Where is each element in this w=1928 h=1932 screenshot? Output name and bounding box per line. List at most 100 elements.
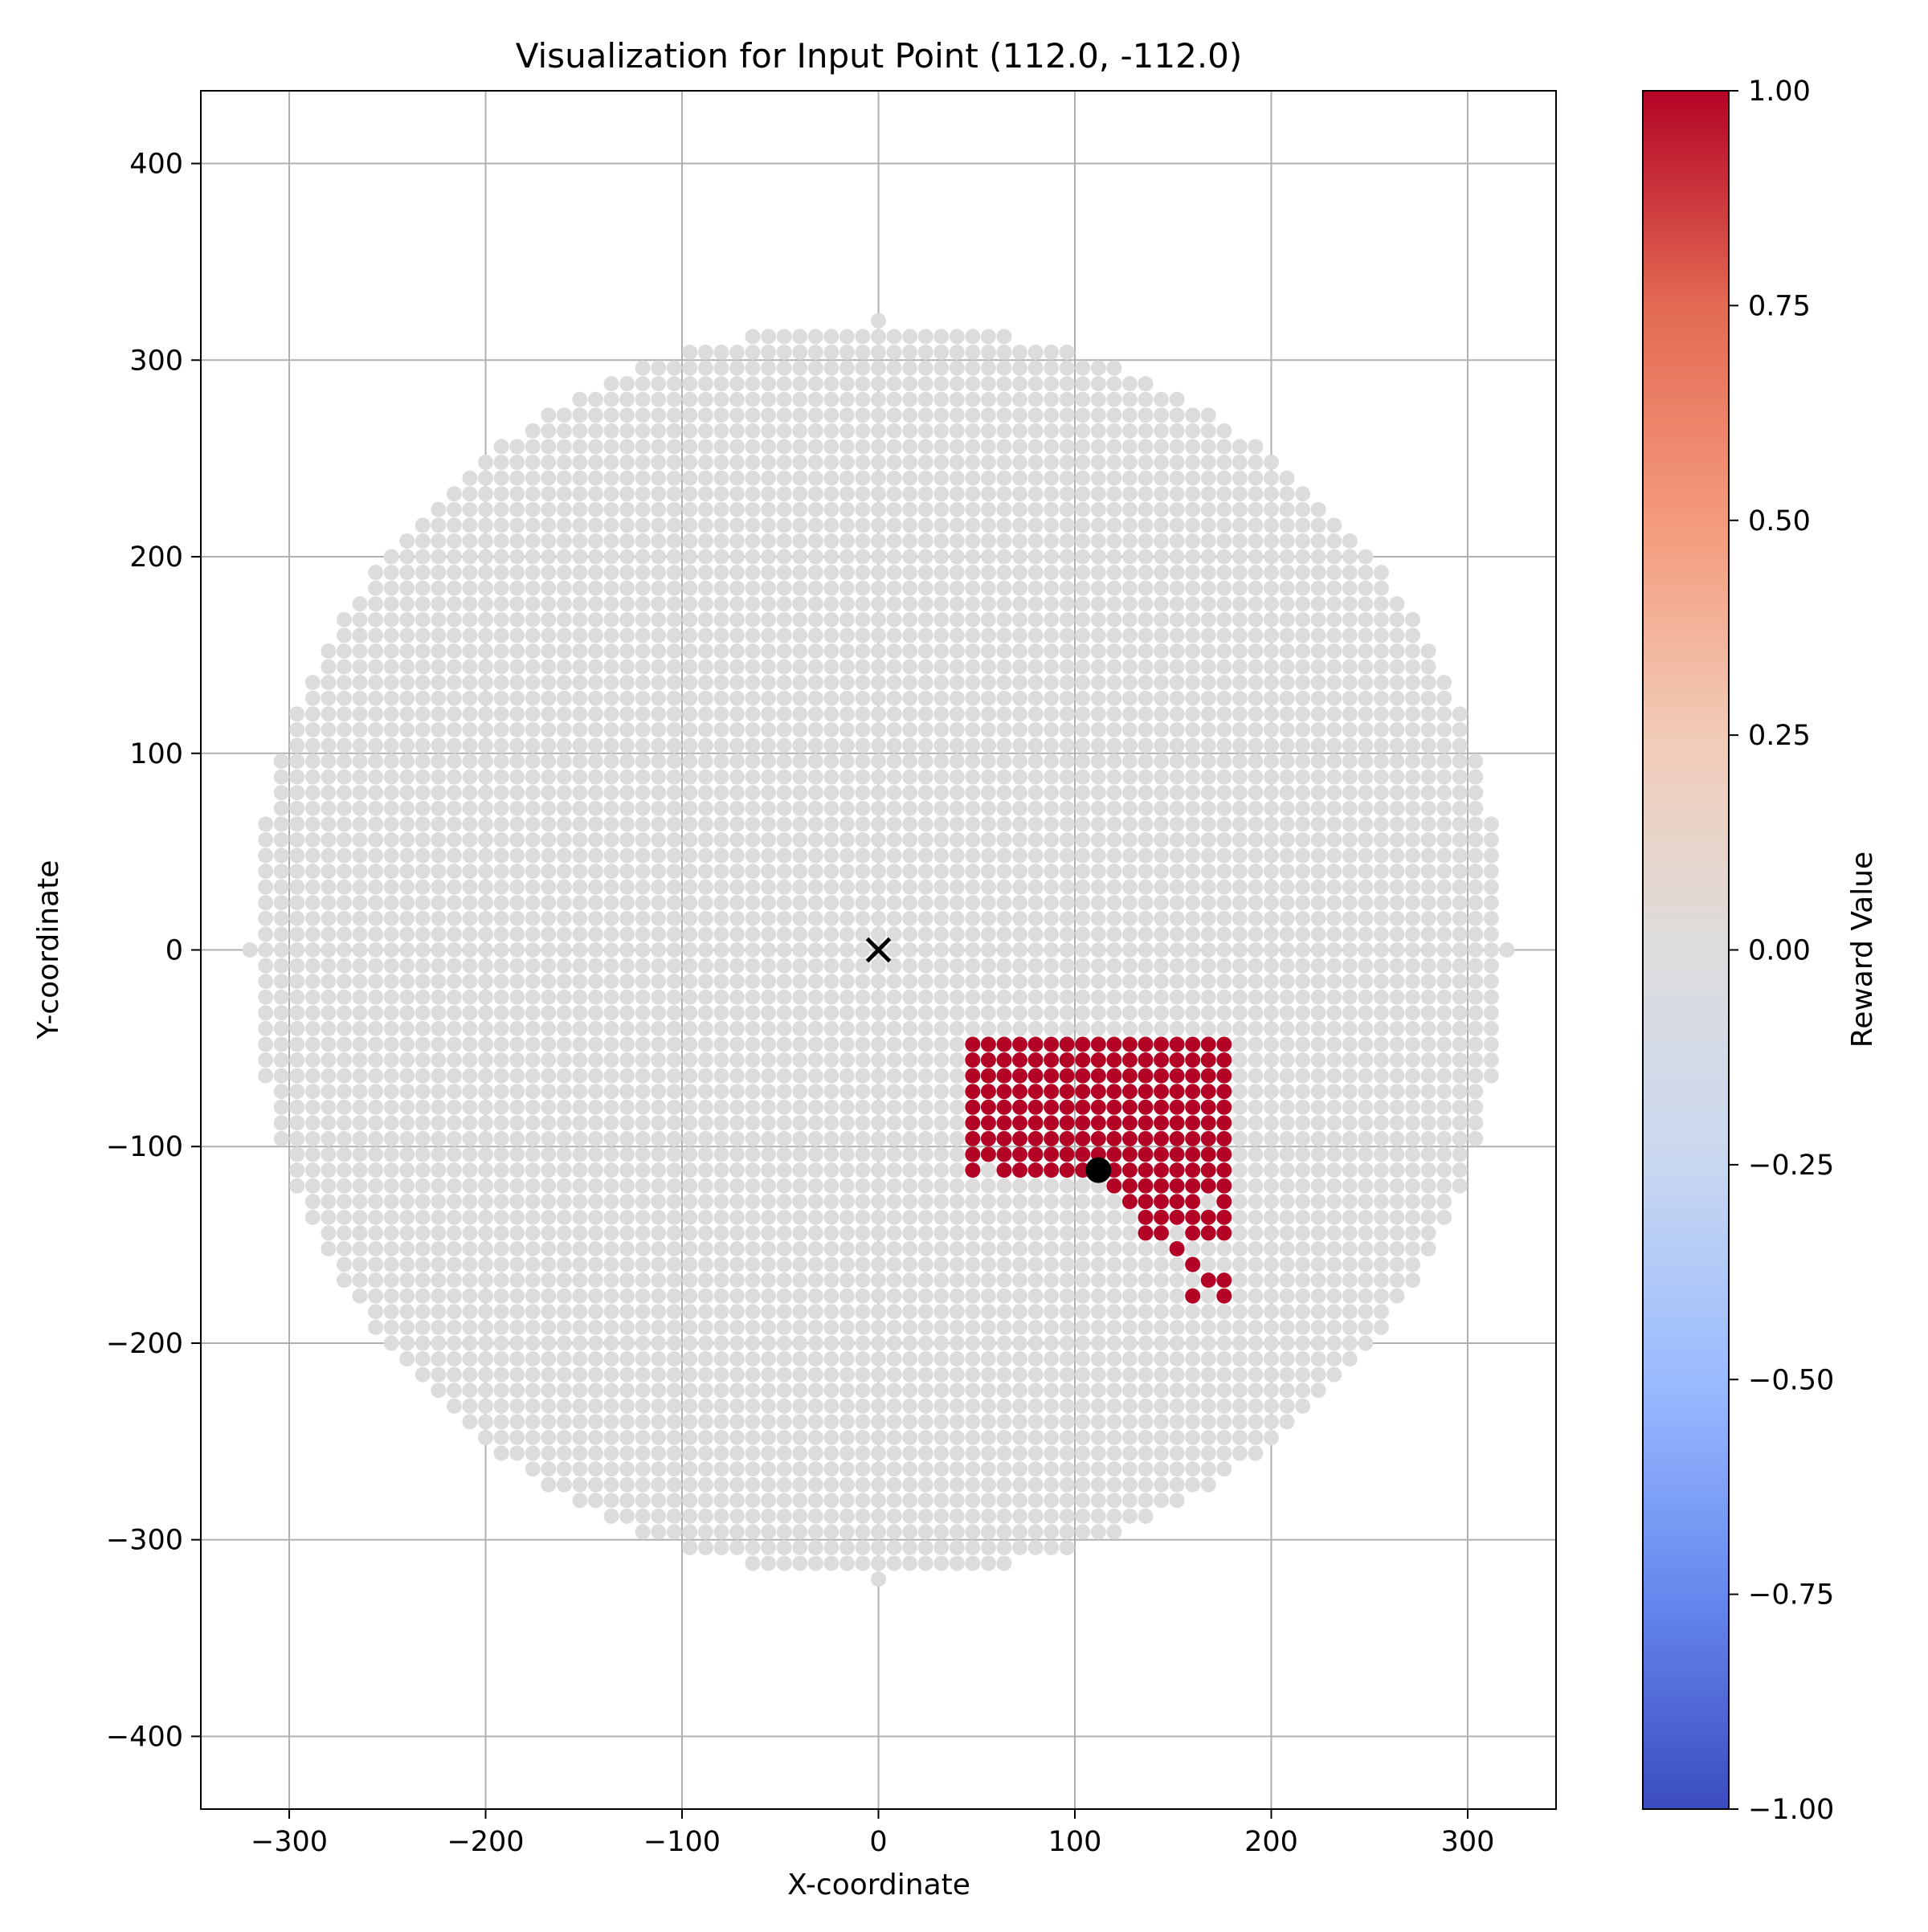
reward-point-neutral xyxy=(478,1194,493,1209)
reward-point-neutral xyxy=(431,1084,446,1099)
reward-point-neutral xyxy=(337,737,352,753)
reward-point-neutral xyxy=(1280,471,1295,486)
reward-point-neutral xyxy=(745,1461,761,1477)
reward-point-neutral xyxy=(887,1399,902,1414)
reward-point-neutral xyxy=(541,990,556,1005)
reward-point-neutral xyxy=(1326,832,1342,848)
reward-point-neutral xyxy=(1326,1147,1342,1162)
reward-point-neutral xyxy=(981,737,996,753)
reward-point-neutral xyxy=(682,1036,697,1052)
reward-point-neutral xyxy=(1264,565,1279,580)
reward-point-neutral xyxy=(713,958,729,974)
reward-point-neutral xyxy=(1295,549,1310,565)
reward-point-neutral xyxy=(494,1430,509,1445)
reward-point-neutral xyxy=(305,958,321,974)
reward-point-neutral xyxy=(855,471,870,486)
reward-point-neutral xyxy=(1326,1036,1342,1052)
reward-point-neutral xyxy=(1452,722,1468,737)
reward-point-neutral xyxy=(839,1210,855,1225)
reward-point-neutral xyxy=(981,329,996,344)
reward-point-neutral xyxy=(399,1320,415,1335)
reward-point-neutral xyxy=(1060,1540,1075,1555)
reward-point-neutral xyxy=(839,1509,855,1524)
reward-point-neutral xyxy=(541,581,556,596)
reward-point-neutral xyxy=(839,533,855,549)
reward-point-neutral xyxy=(1060,1446,1075,1461)
reward-point-neutral xyxy=(981,533,996,549)
reward-point-neutral xyxy=(1154,1320,1169,1335)
reward-point-neutral xyxy=(729,1084,745,1099)
reward-point-neutral xyxy=(823,1194,839,1209)
reward-point-neutral xyxy=(1185,816,1200,831)
reward-point-neutral xyxy=(996,549,1011,565)
reward-point-neutral xyxy=(1280,517,1295,533)
reward-point-neutral xyxy=(808,1430,823,1445)
reward-point-neutral xyxy=(462,1036,477,1052)
reward-point-neutral xyxy=(368,1084,383,1099)
reward-point-neutral xyxy=(1028,1446,1044,1461)
reward-point-neutral xyxy=(1075,722,1090,737)
reward-point-neutral xyxy=(557,1461,572,1477)
reward-point-positive xyxy=(996,1115,1011,1130)
reward-point-neutral xyxy=(431,974,446,989)
reward-point-neutral xyxy=(698,439,713,454)
reward-point-neutral xyxy=(384,1147,399,1162)
reward-point-neutral xyxy=(525,1115,541,1130)
reward-point-positive xyxy=(1216,1084,1232,1099)
reward-point-neutral xyxy=(1075,581,1090,596)
reward-point-neutral xyxy=(289,911,304,926)
reward-point-neutral xyxy=(918,376,933,391)
reward-point-neutral xyxy=(1185,1304,1200,1319)
reward-point-neutral xyxy=(682,1524,697,1539)
reward-point-neutral xyxy=(1106,486,1121,501)
reward-point-neutral xyxy=(541,848,556,864)
reward-point-positive xyxy=(1122,1084,1138,1099)
reward-point-neutral xyxy=(1389,1005,1404,1020)
reward-point-neutral xyxy=(603,1509,619,1524)
reward-point-neutral xyxy=(447,1335,462,1350)
reward-point-neutral xyxy=(635,1289,651,1304)
reward-point-neutral xyxy=(1326,942,1342,958)
reward-point-neutral xyxy=(1154,737,1169,753)
reward-point-neutral xyxy=(1264,1162,1279,1178)
reward-point-neutral xyxy=(1421,754,1436,769)
reward-point-neutral xyxy=(572,926,587,941)
reward-point-neutral xyxy=(588,848,603,864)
reward-point-neutral xyxy=(1436,1178,1452,1194)
reward-point-neutral xyxy=(1075,517,1090,533)
reward-point-positive xyxy=(1138,1084,1154,1099)
reward-point-neutral xyxy=(1374,785,1389,800)
reward-point-neutral xyxy=(1342,895,1358,910)
reward-point-neutral xyxy=(1075,660,1090,675)
reward-point-neutral xyxy=(981,990,996,1005)
reward-point-neutral xyxy=(950,880,965,895)
reward-point-neutral xyxy=(839,1304,855,1319)
reward-point-neutral xyxy=(1452,895,1468,910)
reward-point-neutral xyxy=(274,1052,289,1068)
reward-point-neutral xyxy=(557,1068,572,1084)
reward-point-neutral xyxy=(981,1194,996,1209)
reward-point-neutral xyxy=(823,1052,839,1068)
reward-point-neutral xyxy=(415,581,431,596)
reward-point-neutral xyxy=(855,596,870,611)
reward-point-neutral xyxy=(1028,1225,1044,1240)
reward-point-neutral xyxy=(431,1320,446,1335)
reward-point-neutral xyxy=(1484,958,1499,974)
reward-point-neutral xyxy=(933,643,949,659)
reward-point-neutral xyxy=(713,1272,729,1288)
reward-point-neutral xyxy=(415,706,431,721)
reward-point-neutral xyxy=(808,1210,823,1225)
reward-point-neutral xyxy=(1044,1304,1059,1319)
reward-point-neutral xyxy=(431,1052,446,1068)
reward-point-neutral xyxy=(713,345,729,360)
reward-point-neutral xyxy=(1185,1320,1200,1335)
reward-point-neutral xyxy=(933,1036,949,1052)
reward-point-neutral xyxy=(918,926,933,941)
reward-point-neutral xyxy=(792,926,807,941)
reward-point-neutral xyxy=(588,974,603,989)
reward-point-neutral xyxy=(777,1178,792,1194)
reward-point-neutral xyxy=(918,880,933,895)
reward-point-neutral xyxy=(965,816,980,831)
reward-point-neutral xyxy=(557,675,572,690)
reward-point-neutral xyxy=(1106,691,1121,706)
